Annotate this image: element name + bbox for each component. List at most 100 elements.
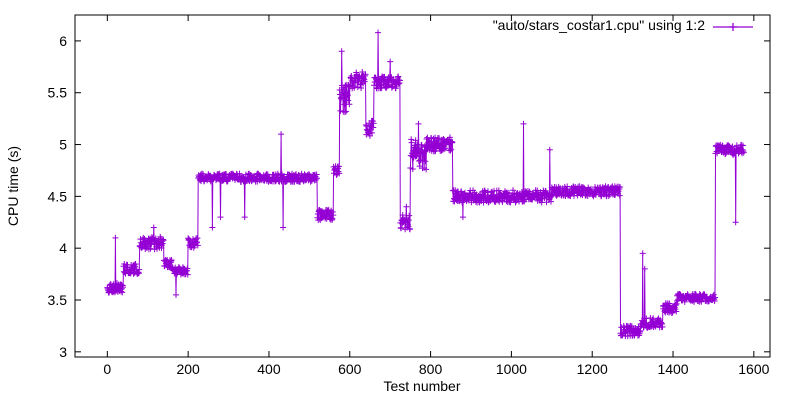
series-point [341,86,348,93]
series-point [409,165,416,172]
series-point [423,166,430,173]
series-point [118,288,125,295]
series-point [456,198,463,205]
series-point [241,214,248,221]
series-point [729,143,736,150]
series-point [366,132,373,139]
legend-marker [729,23,737,31]
series-point [345,97,352,104]
series-point [392,85,399,92]
series-point [457,195,464,202]
series-point [564,183,571,190]
series-point [344,92,351,99]
series-point [194,242,201,249]
series-point [197,177,204,184]
series-point [408,139,415,146]
series-point [361,78,368,85]
series-point [617,184,624,191]
series-point [415,145,422,152]
y-tick-label: 5.5 [48,85,68,101]
series-point [148,241,155,248]
series-point [112,234,119,241]
y-axis-ticks: 3 3.5 4 4.5 5 5.5 6 [48,33,770,360]
series-point [406,226,413,233]
series-point [740,149,747,156]
series-point [335,163,342,170]
series-point [499,198,506,205]
series-point [330,212,337,219]
series-point [420,150,427,157]
series-point [414,141,421,148]
series-point [132,261,139,268]
x-tick-label: 600 [338,361,362,377]
series-point [422,158,429,165]
series-point [184,265,191,272]
series-point [447,147,454,154]
series-point [336,170,343,177]
x-tick-label: 200 [176,361,200,377]
series-point [368,129,375,136]
series-point [387,58,394,65]
series-point [672,302,679,309]
series-point [605,192,612,199]
series-point [377,79,384,86]
series-group [104,29,747,340]
x-tick-label: 0 [103,361,111,377]
series-point [147,245,154,252]
series-point [278,131,285,138]
series-point [510,187,517,194]
series-point [362,71,369,78]
series-point [547,198,554,205]
x-axis-label: Test number [383,378,460,394]
series-point [714,150,721,157]
plot-border [74,14,771,358]
series-point [209,224,216,231]
series-point [398,225,405,232]
series-point [194,235,201,242]
series-point [280,224,287,231]
series-point [314,210,321,217]
series-point [534,187,541,194]
series-point [446,134,453,141]
y-tick-label: 3 [59,344,67,360]
series-point [120,284,127,291]
series-point [673,300,680,307]
x-tick-label: 1200 [577,361,608,377]
series-point [314,175,321,182]
series-point [639,250,646,257]
series-point [591,191,598,198]
series-point [399,212,406,219]
series-point [668,310,675,317]
y-tick-label: 4 [59,240,67,256]
legend-label: "auto/stars_costar1.cpu" using 1:2 [493,17,705,33]
series-point [406,212,413,219]
series-point [338,48,345,55]
series-point [495,187,502,194]
series-point [650,315,657,322]
x-tick-label: 1400 [657,361,688,377]
series-point [370,120,377,127]
series-point [505,189,512,196]
x-tick-label: 1600 [738,361,769,377]
series-point [417,156,424,163]
series-point [150,224,157,231]
y-tick-label: 4.5 [48,188,68,204]
series-point [643,315,650,322]
series-point [119,289,126,296]
series-point [616,192,623,199]
series-point [440,146,447,153]
series-point [732,219,739,226]
series-point [343,108,350,115]
series-point [184,271,191,278]
x-tick-label: 800 [419,361,443,377]
series-point [459,214,466,221]
series-point [375,29,382,36]
series-point [395,73,402,80]
series-point [329,215,336,222]
series-point [415,120,422,127]
series-point [673,308,680,315]
y-axis-label: CPU time (s) [5,146,21,226]
series-point [659,323,666,330]
series-point [168,256,175,263]
x-tick-label: 400 [257,361,281,377]
